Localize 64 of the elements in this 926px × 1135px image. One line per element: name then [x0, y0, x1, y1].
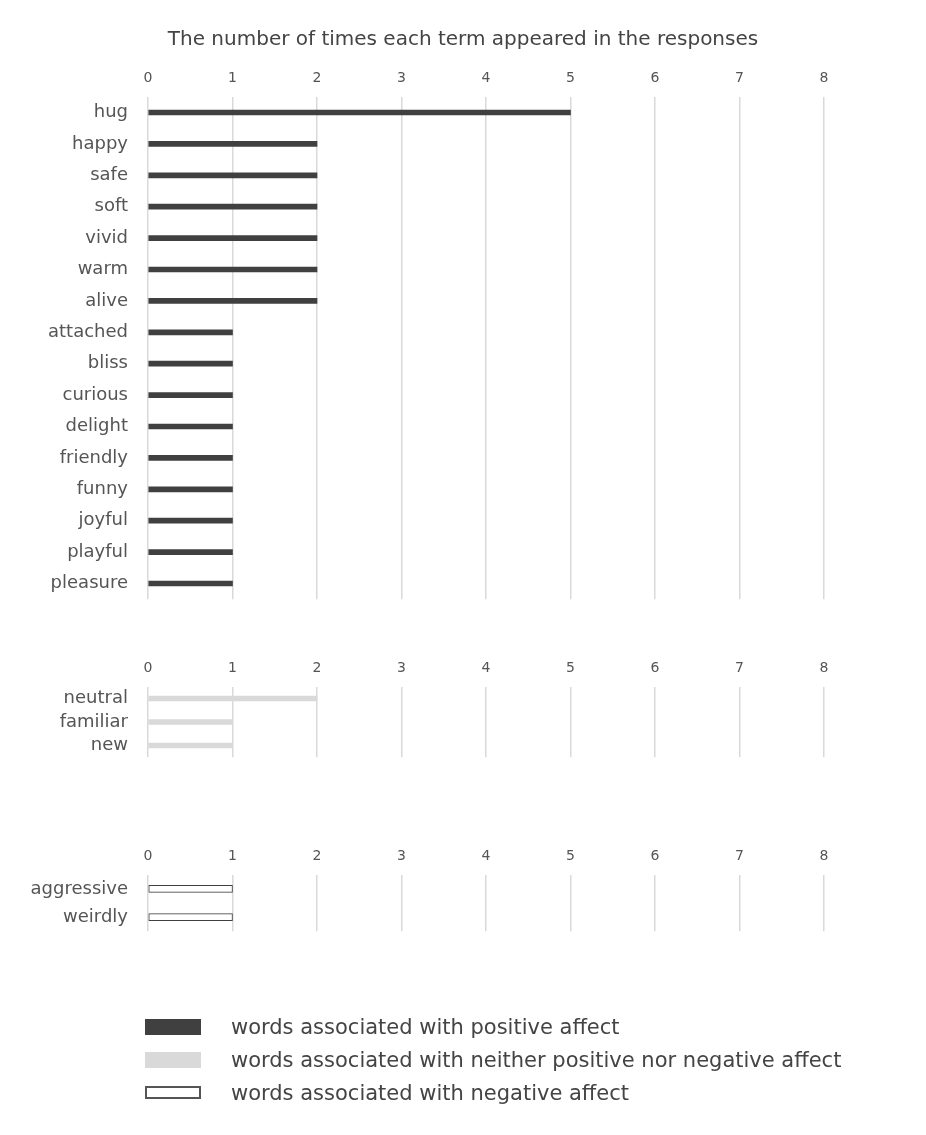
- chart-title: The number of times each term appeared in the responses: [166, 26, 760, 50]
- x-tick-label: 5: [566, 847, 575, 864]
- y-tick-label: happy: [72, 131, 129, 153]
- y-tick-label: warm: [77, 257, 128, 279]
- bar: [148, 203, 318, 210]
- y-tick-label: friendly: [59, 445, 129, 467]
- x-tick-label: 4: [481, 69, 491, 86]
- x-tick-label: 8: [819, 69, 829, 86]
- x-tick-label: 2: [312, 847, 322, 864]
- bar: [148, 360, 233, 367]
- bar: [148, 329, 233, 336]
- x-tick-label: 2: [312, 659, 322, 676]
- y-tick-label: weirdly: [63, 904, 129, 926]
- x-tick-label: 5: [566, 659, 575, 676]
- y-tick-label: attached: [48, 319, 128, 341]
- bar: [148, 486, 233, 493]
- x-tick-label: 0: [143, 69, 153, 86]
- bar: [148, 235, 318, 241]
- y-tick-label: aggressive: [30, 876, 128, 898]
- y-tick-label: alive: [85, 288, 128, 310]
- x-tick-label: 7: [735, 69, 744, 86]
- legend-label: words associated with positive affect: [231, 1014, 620, 1039]
- bar: [148, 455, 233, 461]
- x-tick-label: 3: [397, 69, 406, 86]
- x-tick-label: 4: [481, 659, 491, 676]
- x-tick-label: 0: [143, 847, 153, 864]
- x-tick-label: 1: [228, 659, 237, 676]
- bar: [148, 298, 318, 304]
- y-tick-label: pleasure: [50, 571, 128, 593]
- legend-label: words associated with neither positive nor negative affect: [231, 1047, 842, 1072]
- bar: [148, 172, 318, 179]
- bar: [148, 392, 233, 398]
- y-tick-label: vivid: [85, 225, 128, 247]
- x-tick-label: 6: [650, 69, 660, 86]
- y-tick-label: familiar: [59, 709, 129, 731]
- bar: [148, 517, 233, 524]
- x-tick-label: 3: [397, 659, 406, 676]
- x-tick-label: 3: [397, 847, 406, 864]
- y-tick-label: funny: [76, 476, 129, 498]
- x-tick-label: 7: [735, 659, 744, 676]
- y-tick-label: soft: [94, 194, 128, 216]
- text: words associated with negative affect: [231, 1080, 630, 1105]
- bar: [148, 549, 233, 555]
- y-tick-label: safe: [90, 162, 128, 184]
- x-tick-label: 7: [735, 847, 744, 864]
- x-tick-label: 1: [228, 847, 237, 864]
- y-tick-label: hug: [93, 100, 128, 122]
- x-tick-label: 0: [143, 659, 153, 676]
- y-tick-label: neutral: [63, 686, 128, 708]
- x-tick-label: 8: [819, 847, 829, 864]
- y-tick-label: joyful: [77, 508, 128, 530]
- y-tick-label: delight: [65, 414, 128, 436]
- x-tick-label: 2: [312, 69, 322, 86]
- y-tick-label: new: [90, 733, 128, 755]
- y-tick-label: curious: [62, 382, 128, 404]
- x-tick-label: 6: [650, 847, 660, 864]
- x-tick-label: 5: [566, 69, 575, 86]
- x-tick-label: 6: [650, 659, 660, 676]
- y-tick-label: playful: [67, 539, 128, 561]
- x-tick-label: 4: [481, 847, 491, 864]
- bar: [148, 141, 318, 147]
- x-tick-label: 8: [819, 659, 829, 676]
- y-tick-label: bliss: [87, 351, 128, 373]
- x-tick-label: 1: [228, 69, 237, 86]
